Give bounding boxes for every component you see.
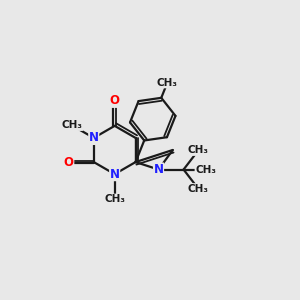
Text: O: O <box>64 156 74 169</box>
Text: CH₃: CH₃ <box>195 164 216 175</box>
Text: CH₃: CH₃ <box>104 194 125 204</box>
Text: N: N <box>89 131 99 144</box>
Text: CH₃: CH₃ <box>61 120 82 130</box>
Text: CH₃: CH₃ <box>188 146 209 155</box>
Text: CH₃: CH₃ <box>188 184 209 194</box>
Text: O: O <box>110 94 120 107</box>
Text: N: N <box>110 168 120 181</box>
Text: CH₃: CH₃ <box>157 78 178 88</box>
Text: N: N <box>154 163 164 176</box>
